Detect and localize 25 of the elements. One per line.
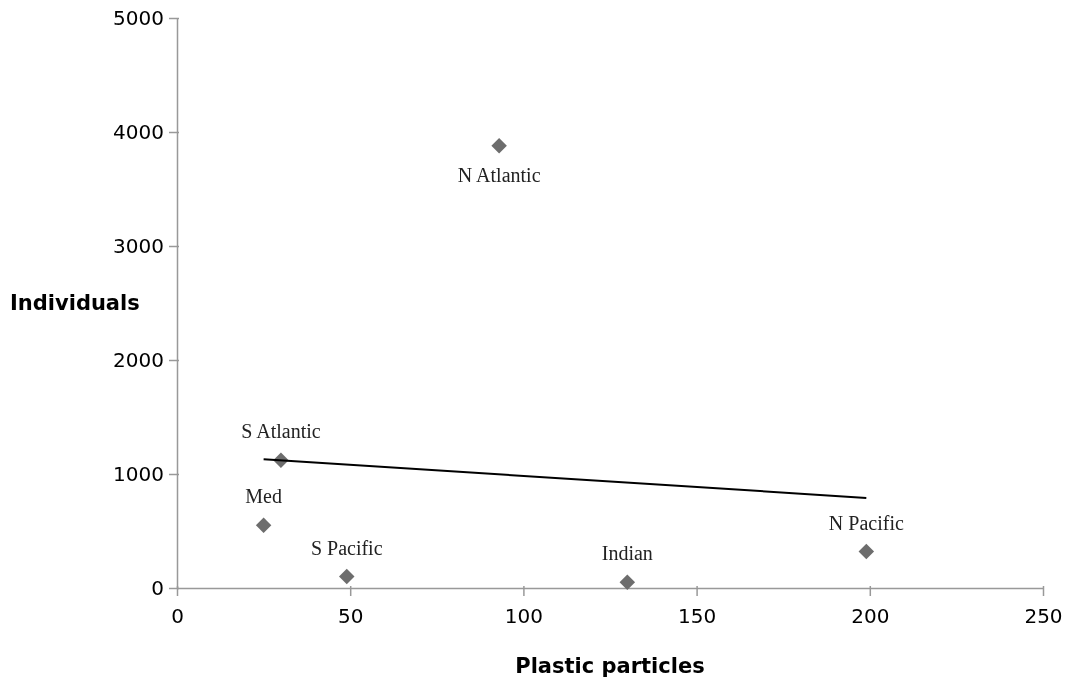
y-tick-label: 1000 [113,461,164,486]
x-tick-label: 0 [171,604,184,628]
y-tick-label: 5000 [113,5,164,30]
x-tick-label: 200 [851,604,890,628]
y-tick-label: 4000 [113,119,164,144]
y-tick-label: 0 [151,575,164,600]
y-tick-label: 2000 [113,347,164,372]
annotation: N Pacific [828,511,904,534]
annotation: S Pacific [310,536,383,559]
x-axis-title: Plastic particles [515,654,705,678]
annotation: Indian [601,542,653,565]
point [338,568,355,585]
point [619,574,636,591]
y-axis-title: Individuals [10,291,140,315]
x-tick-label: 100 [504,604,543,628]
x-tick-label: 150 [678,604,717,628]
annotation: N Atlantic [457,163,541,186]
annotation: S Atlantic [241,420,321,443]
x-tick-label: 250 [1024,604,1063,628]
y-tick-label: 3000 [113,233,164,258]
point [491,137,507,154]
point [858,543,875,560]
point [255,517,272,534]
x-tick-label: 50 [337,604,364,628]
annotation: Med [245,485,282,508]
